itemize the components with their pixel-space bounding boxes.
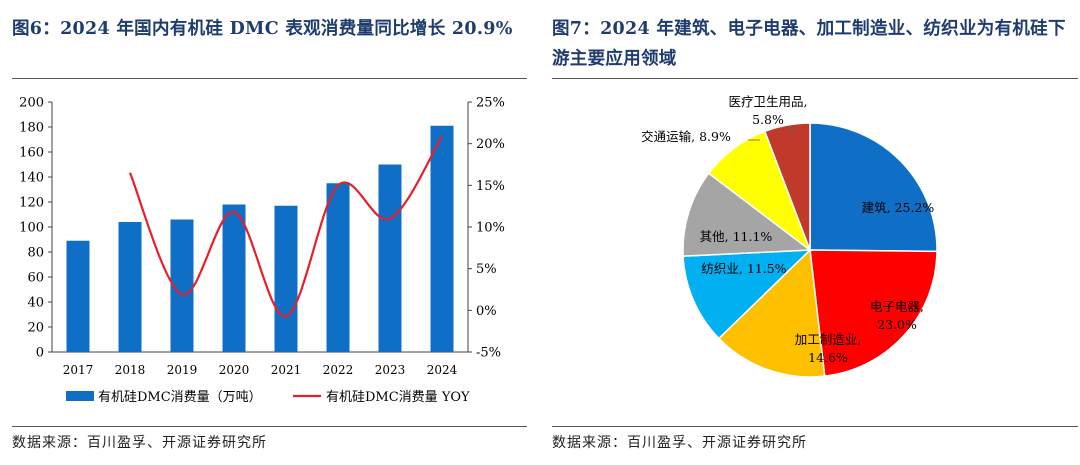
- bar: [222, 204, 246, 352]
- y2-tick-label: 0%: [476, 304, 497, 319]
- legend-label-bar: 有机硅DMC消费量（万吨）: [98, 390, 262, 405]
- y-tick-label: 200: [19, 96, 44, 111]
- pie-slice: [809, 249, 938, 377]
- pie-slice: [682, 249, 812, 340]
- pie-slice: [809, 122, 938, 253]
- source-rule: [12, 426, 527, 427]
- x-tick-label: 2017: [63, 363, 94, 377]
- y-tick-label: 100: [19, 221, 44, 236]
- y-tick-label: 140: [19, 171, 44, 186]
- slice-label: 纺织业, 11.5%: [701, 261, 786, 276]
- x-tick-label: 2021: [271, 363, 302, 377]
- legend-label-line: 有机硅DMC消费量 YOY: [326, 390, 470, 405]
- y2-tick-label: 5%: [476, 262, 497, 277]
- y2-tick-label: 20%: [476, 137, 505, 152]
- y-tick-label: 60: [27, 271, 44, 286]
- slice-label: 加工制造业,: [795, 332, 861, 347]
- chart-title: 图7：2024 年建筑、电子电器、加工制造业、纺织业为有机硅下游主要应用领域: [552, 19, 1066, 69]
- slice-value: 5.8%: [752, 112, 784, 127]
- title-rule: [552, 78, 1078, 79]
- title-rule: [12, 78, 527, 79]
- x-tick-label: 2019: [167, 363, 198, 377]
- bar-line-chart: 0 20 40 60 80 100 120 140 160 180 200 -5% 0% 5% 10% 15%…: [19, 96, 505, 406]
- slice-label: 交通运输, 8.9%: [641, 129, 731, 144]
- slice-value: 23.0%: [877, 317, 917, 332]
- y2-tick-label: 10%: [476, 221, 505, 236]
- pie-slice: [717, 248, 826, 378]
- y2-tick-label: -5%: [476, 346, 501, 361]
- right-panel: 图7：2024 年建筑、电子电器、加工制造业、纺织业为有机硅下游主要应用领域 建…: [552, 0, 1080, 465]
- bar: [274, 205, 298, 352]
- y-tick-label: 180: [19, 121, 44, 136]
- pie-slice: [682, 172, 813, 257]
- x-tick-label: 2020: [219, 363, 250, 377]
- bar: [170, 219, 194, 352]
- source-rule: [552, 426, 1078, 427]
- y-tick-label: 120: [19, 196, 44, 211]
- y-tick-label: 0: [36, 346, 44, 361]
- legend-swatch-bar: [66, 391, 94, 401]
- slice-label: 电子电器,: [870, 299, 924, 314]
- y-tick-label: 20: [27, 321, 44, 336]
- x-tick-label: 2018: [115, 363, 146, 377]
- leader-line: [787, 126, 795, 131]
- bar: [66, 240, 90, 352]
- pie-chart: 建筑, 25.2% 电子电器, 23.0% 加工制造业, 14.6% 纺织业, 11.5%…: [641, 94, 938, 378]
- slice-label: 建筑, 25.2%: [862, 200, 935, 215]
- bar: [118, 222, 142, 352]
- y2-tick-label: 25%: [476, 96, 505, 111]
- bar: [378, 164, 402, 352]
- y-tick-label: 160: [19, 146, 44, 161]
- chart-title: 图6：2024 年国内有机硅 DMC 表观消费量同比增长 20.9%: [12, 19, 513, 39]
- source-note: 数据来源：百川盈孚、开源证券研究所: [552, 435, 807, 451]
- source-note: 数据来源：百川盈孚、开源证券研究所: [12, 435, 267, 451]
- x-tick-label: 2022: [323, 363, 354, 377]
- left-panel: 图6：2024 年国内有机硅 DMC 表观消费量同比增长 20.9% 0 20 40…: [0, 0, 528, 465]
- y2-tick-label: 15%: [476, 179, 505, 194]
- y-tick-label: 40: [27, 296, 44, 311]
- slice-label: 其他, 11.1%: [700, 229, 773, 244]
- x-tick-label: 2024: [427, 363, 458, 377]
- x-tick-label: 2023: [375, 363, 406, 377]
- y-tick-label: 80: [27, 246, 44, 261]
- bar: [326, 183, 350, 352]
- bar: [430, 125, 454, 352]
- pie-slice: [763, 122, 811, 251]
- slice-value: 14.6%: [808, 350, 848, 365]
- slice-label: 医疗卫生用品,: [729, 94, 808, 109]
